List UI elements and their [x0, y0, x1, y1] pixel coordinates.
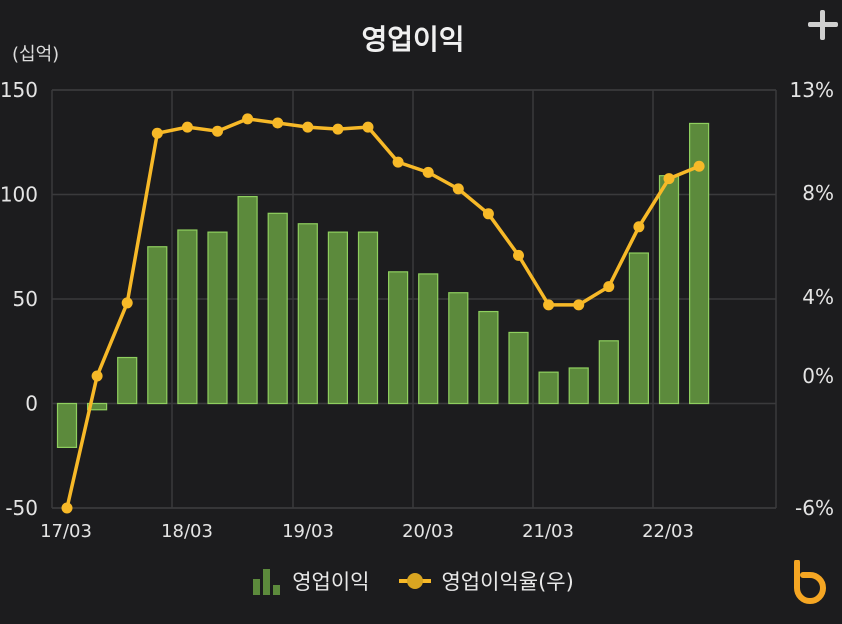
bar	[508, 331, 529, 405]
line-point	[573, 299, 585, 311]
line-point	[272, 117, 284, 129]
line-point	[452, 183, 464, 195]
bar	[86, 402, 108, 411]
plus-icon[interactable]	[806, 8, 840, 42]
right-tick-label: 13%	[790, 78, 834, 102]
line-marker-icon	[399, 573, 432, 589]
line-point	[242, 113, 254, 125]
bar	[267, 212, 288, 405]
chart-area: -50 0 50 100 150 -6% 0% 4% 8% 13% 17/03 18/03 19/0…	[0, 78, 834, 542]
bar	[327, 231, 348, 405]
bar-series	[56, 122, 710, 448]
line-point	[151, 127, 163, 139]
bar	[568, 367, 589, 405]
bar	[237, 195, 258, 405]
bar	[598, 340, 619, 405]
line-point	[181, 121, 193, 133]
bar	[357, 231, 379, 405]
bar	[117, 356, 138, 405]
x-axis: 17/03 18/03 19/03 20/03 21/03 22/03	[40, 521, 694, 542]
right-tick-label: 0%	[802, 364, 834, 388]
x-tick-label: 18/03	[161, 521, 213, 542]
line-point	[603, 281, 615, 293]
left-axis: -50 0 50 100 150	[0, 78, 38, 520]
legend-bar-label: 영업이익	[292, 570, 370, 594]
right-tick-label: -6%	[795, 496, 834, 520]
bar	[688, 122, 710, 405]
right-axis: -6% 0% 4% 8% 13%	[790, 78, 834, 520]
left-tick-label: 50	[13, 287, 38, 311]
left-axis-unit: (십억)	[12, 44, 60, 65]
line-point	[362, 121, 374, 133]
line-point	[663, 173, 675, 185]
x-tick-label: 21/03	[522, 521, 574, 542]
line-point	[91, 370, 103, 382]
bar-chart-icon	[253, 569, 281, 595]
line-series	[61, 113, 705, 514]
right-tick-label: 8%	[802, 181, 834, 205]
line-point	[543, 299, 555, 311]
bar	[56, 402, 78, 448]
bar	[538, 371, 559, 405]
chart-title: 영업이익	[361, 23, 465, 56]
bar	[658, 175, 680, 405]
brand-logo-icon[interactable]	[788, 560, 830, 604]
left-tick-label: 100	[0, 183, 38, 207]
left-tick-label: 150	[0, 78, 38, 102]
line-point	[61, 502, 73, 514]
x-tick-label: 19/03	[282, 521, 334, 542]
line-point	[513, 249, 524, 261]
bar	[478, 310, 499, 405]
line-point	[121, 297, 133, 309]
line-point	[422, 166, 434, 178]
bar	[177, 229, 198, 405]
bar	[207, 231, 228, 405]
bar	[147, 246, 168, 405]
line-point	[392, 156, 404, 168]
line-point	[633, 221, 645, 233]
bar	[418, 273, 439, 405]
bar	[628, 252, 650, 405]
bar	[388, 271, 409, 405]
x-tick-label: 22/03	[642, 521, 694, 542]
line-point	[302, 121, 314, 133]
bar	[297, 223, 318, 405]
line-point	[482, 208, 494, 220]
right-tick-label: 4%	[802, 285, 834, 309]
line-point	[693, 160, 705, 172]
bar	[448, 292, 469, 405]
legend: 영업이익 영업이익율(우)	[0, 566, 826, 596]
legend-line-label: 영업이익율(우)	[441, 570, 574, 594]
left-tick-label: 0	[25, 392, 38, 416]
x-tick-label: 20/03	[402, 521, 454, 542]
margin-line	[65, 117, 700, 509]
legend-item-line[interactable]: 영업이익율(우)	[399, 566, 574, 596]
line-point	[332, 123, 344, 135]
line-point	[212, 125, 223, 137]
grid	[51, 89, 777, 509]
left-tick-label: -50	[5, 496, 38, 520]
legend-item-bar[interactable]: 영업이익	[252, 566, 369, 596]
x-tick-label: 17/03	[40, 521, 92, 542]
